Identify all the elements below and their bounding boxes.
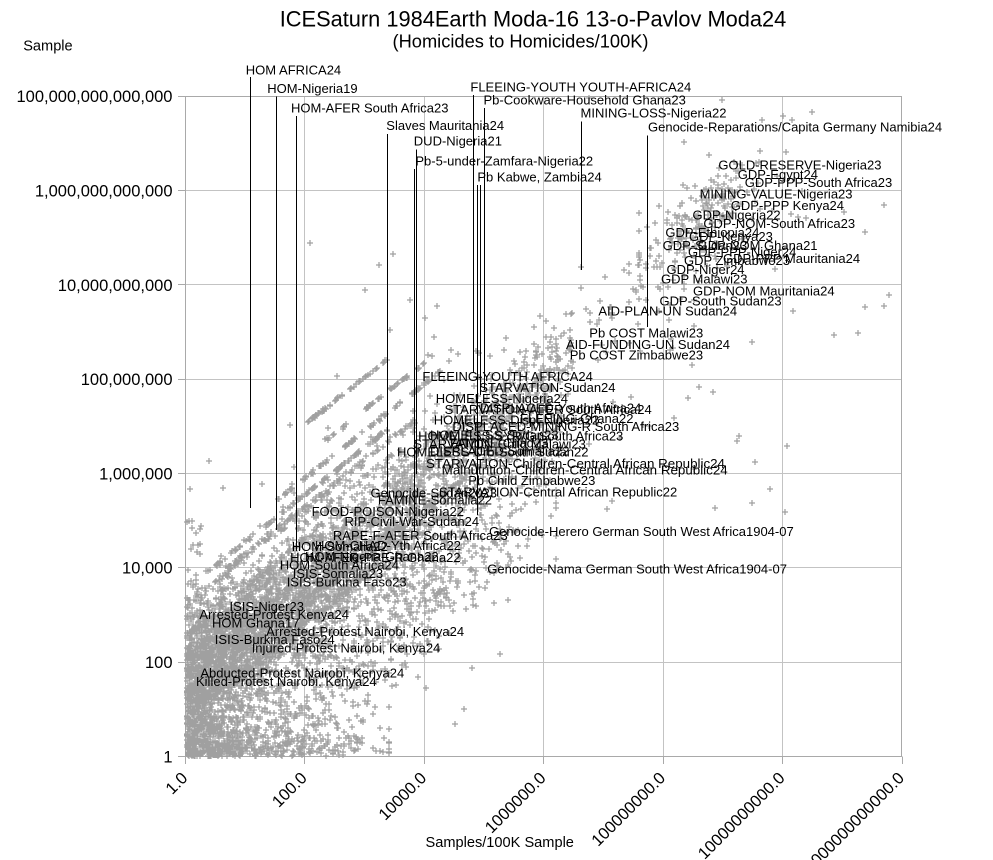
svg-text:FLEEING-Ghana22: FLEEING-Ghana22 — [520, 411, 633, 426]
svg-text:AID-PLAN-UN Sudan24: AID-PLAN-UN Sudan24 — [598, 304, 737, 319]
svg-text:GDP-Nigeria22: GDP-Nigeria22 — [693, 208, 781, 223]
svg-text:HOM AFRICA24: HOM AFRICA24 — [246, 63, 341, 78]
svg-text:HOM-AFER South Africa23: HOM-AFER South Africa23 — [291, 101, 449, 116]
svg-text:FLEEING-YOUTH YOUTH-AFRICA24: FLEEING-YOUTH YOUTH-AFRICA24 — [470, 80, 691, 95]
svg-text:ISIS-Burkina Faso24: ISIS-Burkina Faso24 — [215, 632, 335, 647]
svg-text:STARVATION-Child Malawi23: STARVATION-Child Malawi23 — [413, 437, 585, 452]
svg-text:HOMELESS-Sudan23: HOMELESS-Sudan23 — [430, 428, 559, 443]
svg-text:Pb Kabwe, Zambia24: Pb Kabwe, Zambia24 — [477, 170, 601, 185]
svg-text:HOMELESS-Displ-Nigeria22: HOMELESS-Displ-Nigeria22 — [434, 413, 599, 428]
svg-text:GDP-NOM Mauritania24: GDP-NOM Mauritania24 — [693, 284, 835, 299]
svg-text:GDP-PPP Kenya24: GDP-PPP Kenya24 — [731, 198, 844, 213]
svg-text:GDP-South Sudan23: GDP-South Sudan23 — [660, 294, 782, 309]
svg-text:Injured-Protest Nairobi, Kenya: Injured-Protest Nairobi, Kenya24 — [252, 641, 441, 656]
svg-text:GDP Zimbabwe23: GDP Zimbabwe23 — [684, 253, 790, 268]
svg-text:ISIS-Niger23: ISIS-Niger23 — [230, 599, 304, 614]
svg-text:HOMELESS-Urb-South Sudan22: HOMELESS-Urb-South Sudan22 — [397, 445, 588, 460]
svg-text:HOM-Nigeria19: HOM-Nigeria19 — [267, 81, 357, 96]
svg-text:STARVATION-Sudan24: STARVATION-Sudan24 — [479, 380, 615, 395]
svg-text:FLEEING-YOUTH AFRICA24: FLEEING-YOUTH AFRICA24 — [422, 369, 592, 384]
svg-text:GDP-NOM-South Africa23: GDP-NOM-South Africa23 — [703, 216, 855, 231]
svg-text:Samples/100K Sample: Samples/100K Sample — [425, 835, 573, 851]
svg-text:Genocide-Sudan2023: Genocide-Sudan2023 — [371, 486, 498, 501]
svg-text:(Homicides to Homicides/100K): (Homicides to Homicides/100K) — [392, 31, 648, 52]
svg-text:Killed-Protest Nairobi, Kenya2: Killed-Protest Nairobi, Kenya24 — [196, 674, 377, 689]
svg-text:GDP Malawi23: GDP Malawi23 — [661, 272, 747, 287]
svg-text:DUD-Nigeria21: DUD-Nigeria21 — [414, 134, 502, 149]
svg-text:HOM-AFER-PPE-R Ghana22: HOM-AFER-PPE-R Ghana22 — [290, 550, 461, 565]
svg-text:GDP-PPP-South Africa23: GDP-PPP-South Africa23 — [745, 175, 892, 190]
svg-text:Slaves Mauritania24: Slaves Mauritania24 — [386, 118, 504, 133]
svg-text:HOM-South Africa24: HOM-South Africa24 — [280, 558, 399, 573]
svg-text:GDP-PPP-Niger24: GDP-PPP-Niger24 — [688, 245, 796, 260]
svg-text:ISIS-Somalia23: ISIS-Somalia23 — [293, 566, 383, 581]
svg-text:GDP-PPP Mauritania24: GDP-PPP Mauritania24 — [723, 251, 860, 266]
svg-text:RIP-Civil-War-Sudan24: RIP-Civil-War-Sudan24 — [345, 514, 480, 529]
svg-text:RAPE-F-AFER South Africa23: RAPE-F-AFER South Africa23 — [333, 528, 508, 543]
svg-text:10,000,000,000: 10,000,000,000 — [58, 277, 173, 295]
svg-text:Abducted-Protest Nairobi, Keny: Abducted-Protest Nairobi, Kenya24 — [200, 666, 404, 681]
svg-text:GDP-Kenya23: GDP-Kenya23 — [689, 229, 773, 244]
svg-text:Pb-Cookware-Household Ghana23: Pb-Cookware-Household Ghana23 — [484, 93, 686, 108]
svg-text:Arrested-Protest Kenya24: Arrested-Protest Kenya24 — [199, 607, 349, 622]
svg-text:STARVATION-AFER South Africa24: STARVATION-AFER South Africa24 — [445, 402, 652, 417]
svg-text:MINING-VALUE-Nigeria23: MINING-VALUE-Nigeria23 — [700, 187, 853, 202]
svg-text:GOLD-RESERVE-Nigeria23: GOLD-RESERVE-Nigeria23 — [718, 158, 881, 173]
svg-text:HOMELESS-SYR/G South Africa23: HOMELESS-SYR/G South Africa23 — [418, 429, 623, 444]
svg-text:DISPLACED-MINING-R South Afric: DISPLACED-MINING-R South Africa23 — [452, 419, 679, 434]
svg-text:AID-FUNDING-UN Sudan24: AID-FUNDING-UN Sudan24 — [566, 337, 730, 352]
svg-text:Pb Child Zimbabwe23: Pb Child Zimbabwe23 — [468, 473, 595, 488]
svg-text:100,000,000: 100,000,000 — [81, 371, 173, 389]
svg-text:GDP-NOM Ghana21: GDP-NOM Ghana21 — [698, 238, 818, 253]
svg-text:GDP-Sudan23: GDP-Sudan23 — [663, 238, 748, 253]
svg-text:HOM Ghana17: HOM Ghana17 — [212, 616, 299, 631]
svg-text:10,000: 10,000 — [122, 560, 172, 578]
svg-text:Arrested-Protest Nairobi, Keny: Arrested-Protest Nairobi, Kenya24 — [266, 624, 464, 639]
svg-text:FOOD-POISON-Nigeria22: FOOD-POISON-Nigeria22 — [312, 504, 464, 519]
svg-text:1: 1 — [163, 748, 172, 766]
svg-text:HOM-CHAD-Yth Africa22: HOM-CHAD-Yth Africa22 — [315, 538, 461, 553]
svg-text:MINING-LOSS-Nigeria22: MINING-LOSS-Nigeria22 — [581, 106, 727, 121]
svg-text:Genocide-Reparations/Capita Ge: Genocide-Reparations/Capita Germany Nami… — [648, 120, 942, 135]
svg-text:100,000,000,000,000: 100,000,000,000,000 — [17, 88, 173, 106]
svg-text:DISPLACED-Somalia22: DISPLACED-Somalia22 — [430, 444, 569, 459]
svg-text:HOM-Somalia22: HOM-Somalia22 — [292, 539, 388, 554]
svg-text:Pb COST Malawi23: Pb COST Malawi23 — [589, 326, 703, 341]
svg-text:GDP-Egypt24: GDP-Egypt24 — [738, 167, 818, 182]
svg-text:Pb-5-under-Zamfara-Nigeria22: Pb-5-under-Zamfara-Nigeria22 — [415, 154, 593, 169]
svg-text:ICESaturn 1984Earth Moda-16 13: ICESaturn 1984Earth Moda-16 13-o-Pavlov … — [280, 7, 786, 32]
svg-text:FAMINE-Chad23: FAMINE-Chad23 — [450, 436, 548, 451]
svg-text:1,000,000,000,000: 1,000,000,000,000 — [35, 183, 173, 201]
svg-text:1,000,000: 1,000,000 — [99, 465, 172, 483]
svg-text:Sample: Sample — [23, 38, 72, 54]
svg-text:Malnutrition-Children-Central: Malnutrition-Children-Central African Re… — [442, 462, 728, 477]
svg-text:Genocide-Nama German South Wes: Genocide-Nama German South West Africa19… — [487, 561, 787, 576]
svg-text:HOMELESS-Nigeria24: HOMELESS-Nigeria24 — [436, 391, 568, 406]
svg-text:GDP-Niger24: GDP-Niger24 — [667, 262, 745, 277]
svg-text:HOM-Nigeria-Ghana22: HOM-Nigeria-Ghana22 — [305, 549, 439, 564]
svg-text:Pb COST Zimbabwe23: Pb COST Zimbabwe23 — [570, 348, 703, 363]
svg-text:STARVATION-Central African Rep: STARVATION-Central African Republic22 — [439, 485, 677, 500]
svg-text:ISIS-Burkina Faso23: ISIS-Burkina Faso23 — [287, 575, 407, 590]
svg-text:DISPLACED-Youth Africa24: DISPLACED-Youth Africa24 — [480, 401, 641, 416]
svg-text:FAMINE-Somalia22: FAMINE-Somalia22 — [378, 493, 492, 508]
svg-text:Genocide-Herero German South W: Genocide-Herero German South West Africa… — [489, 524, 794, 539]
svg-text:100: 100 — [145, 654, 173, 672]
svg-text:STARVATION-Children-Central Af: STARVATION-Children-Central African Repu… — [426, 456, 725, 471]
svg-text:GDP-Ethiopia24: GDP-Ethiopia24 — [665, 225, 759, 240]
